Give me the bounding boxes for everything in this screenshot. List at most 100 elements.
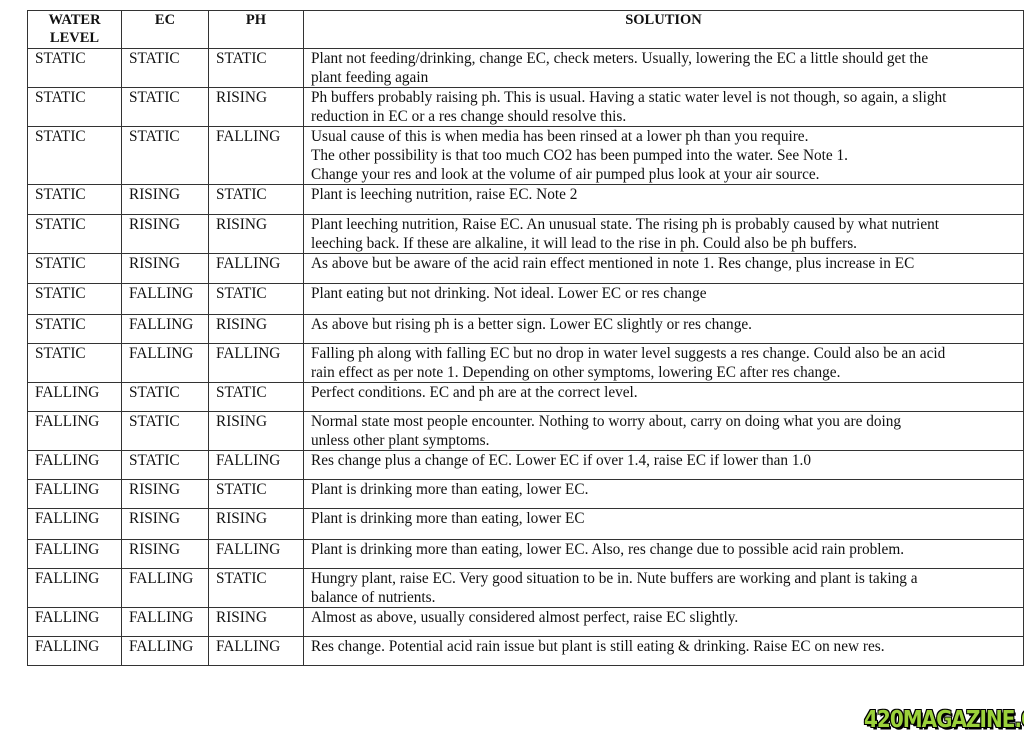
solution-line: Plant not feeding/drinking, change EC, c… [311, 50, 929, 67]
solution-line: Plant is drinking more than eating, lowe… [311, 481, 589, 498]
water-level-cell: FALLING [27, 450, 122, 480]
solution-line: Res change plus a change of EC. Lower EC… [311, 452, 811, 469]
solution-cell: As above but be aware of the acid rain e… [303, 253, 1024, 284]
solution-line: Plant eating but not drinking. Not ideal… [311, 285, 707, 302]
ph-cell: FALLING [208, 343, 304, 383]
ec-cell: FALLING [121, 607, 209, 637]
ec-cell: FALLING [121, 343, 209, 383]
solution-line: plant feeding again [311, 69, 429, 86]
table-row: FALLING FALLING STATIC Hungry plant, raise … [27, 568, 1024, 608]
table-row: STATIC RISING STATIC Plant is leeching nutr… [27, 184, 1024, 215]
water-level-cell: STATIC [27, 253, 122, 284]
water-level-cell: STATIC [27, 214, 122, 254]
water-level-cell: FALLING [27, 479, 122, 509]
water-level-cell: STATIC [27, 283, 122, 315]
solution-cell: Almost as above, usually considered almo… [303, 607, 1024, 637]
ph-cell: STATIC [208, 479, 304, 509]
solution-line: unless other plant symptoms. [311, 432, 490, 449]
solution-cell: Ph buffers probably raising ph. This is … [303, 87, 1024, 127]
ec-cell: RISING [121, 479, 209, 509]
solution-cell: Perfect conditions. EC and ph are at the… [303, 382, 1024, 412]
solution-line: Change your res and look at the volume o… [311, 166, 820, 183]
solution-line: Normal state most people encounter. Noth… [311, 413, 902, 430]
solution-line: Hungry plant, raise EC. Very good situat… [311, 570, 918, 587]
ec-cell: RISING [121, 508, 209, 540]
ec-cell: STATIC [121, 411, 209, 451]
ph-cell: RISING [208, 314, 304, 344]
table-row: STATIC FALLING FALLING Falling ph along wit… [27, 343, 1024, 383]
ph-cell: STATIC [208, 184, 304, 215]
solution-line: Falling ph along with falling EC but no … [311, 345, 946, 362]
solution-line: As above but rising ph is a better sign.… [311, 316, 752, 333]
table-row: FALLING FALLING RISING Almost as above, usu… [27, 607, 1024, 637]
solution-cell: As above but rising ph is a better sign.… [303, 314, 1024, 344]
water-level-cell: STATIC [27, 48, 122, 88]
table-row: STATIC STATIC FALLING Usual cause of this i… [27, 126, 1024, 185]
solution-cell: Plant is drinking more than eating, lowe… [303, 539, 1024, 569]
table-row: FALLING RISING STATIC Plant is drinking mor… [27, 479, 1024, 509]
ec-cell: STATIC [121, 382, 209, 412]
solution-cell: Hungry plant, raise EC. Very good situat… [303, 568, 1024, 608]
header-ec: EC [121, 10, 209, 49]
ec-cell: STATIC [121, 450, 209, 480]
ec-cell: FALLING [121, 283, 209, 315]
water-level-cell: FALLING [27, 411, 122, 451]
ph-cell: RISING [208, 87, 304, 127]
solution-cell: Plant not feeding/drinking, change EC, c… [303, 48, 1024, 88]
solution-cell: Falling ph along with falling EC but no … [303, 343, 1024, 383]
ph-cell: STATIC [208, 48, 304, 88]
troubleshooting-table: WATER LEVEL EC PH SOLUTION STATIC STATIC S… [27, 10, 1024, 666]
table-row: FALLING RISING FALLING Plant is drinking mo… [27, 539, 1024, 569]
water-level-cell: STATIC [27, 184, 122, 215]
ec-cell: RISING [121, 539, 209, 569]
table-row: STATIC RISING RISING Plant leeching nutriti… [27, 214, 1024, 254]
table-row: FALLING FALLING FALLING Res change. Potenti… [27, 636, 1024, 666]
water-level-cell: FALLING [27, 607, 122, 637]
water-level-cell: STATIC [27, 343, 122, 383]
solution-cell: Usual cause of this is when media has be… [303, 126, 1024, 185]
ph-cell: FALLING [208, 126, 304, 185]
solution-line: Plant is drinking more than eating, lowe… [311, 510, 585, 527]
water-level-cell: STATIC [27, 314, 122, 344]
solution-line: Plant leeching nutrition, Raise EC. An u… [311, 216, 940, 233]
solution-line: reduction in EC or a res change should r… [311, 108, 627, 125]
solution-line: rain effect as per note 1. Depending on … [311, 364, 841, 381]
table-row: STATIC RISING FALLING As above but be aware… [27, 253, 1024, 284]
ph-cell: FALLING [208, 253, 304, 284]
ec-cell: RISING [121, 253, 209, 284]
solution-cell: Plant is drinking more than eating, lowe… [303, 479, 1024, 509]
solution-line: Plant is drinking more than eating, lowe… [311, 541, 905, 558]
table-row: STATIC STATIC RISING Ph buffers probably ra… [27, 87, 1024, 127]
solution-line: Usual cause of this is when media has be… [311, 128, 809, 145]
solution-cell: Plant eating but not drinking. Not ideal… [303, 283, 1024, 315]
header-ph: PH [208, 10, 304, 49]
ec-cell: STATIC [121, 126, 209, 185]
solution-cell: Plant is leeching nutrition, raise EC. N… [303, 184, 1024, 215]
ph-cell: RISING [208, 607, 304, 637]
solution-line: balance of nutrients. [311, 589, 436, 606]
solution-line: The other possibility is that too much C… [311, 147, 848, 164]
ec-cell: FALLING [121, 314, 209, 344]
solution-line: Perfect conditions. EC and ph are at the… [311, 384, 638, 401]
solution-line: Plant is leeching nutrition, raise EC. N… [311, 186, 578, 203]
water-level-cell: FALLING [27, 382, 122, 412]
table-row: FALLING RISING RISING Plant is drinking mor… [27, 508, 1024, 540]
solution-cell: Res change. Potential acid rain issue bu… [303, 636, 1024, 666]
watermark-logo: 420MAGAZINE.COM [864, 705, 1024, 733]
solution-cell: Plant is drinking more than eating, lowe… [303, 508, 1024, 540]
ec-cell: STATIC [121, 48, 209, 88]
ph-cell: RISING [208, 214, 304, 254]
water-level-cell: FALLING [27, 539, 122, 569]
solution-line: leeching back. If these are alkaline, it… [311, 235, 857, 252]
water-level-cell: FALLING [27, 568, 122, 608]
ph-cell: STATIC [208, 283, 304, 315]
header-solution: SOLUTION [303, 10, 1024, 49]
header-water-level: WATER LEVEL [27, 10, 122, 49]
ec-cell: FALLING [121, 568, 209, 608]
ec-cell: RISING [121, 184, 209, 215]
table-row: FALLING STATIC FALLING Res change plus a ch… [27, 450, 1024, 480]
solution-cell: Plant leeching nutrition, Raise EC. An u… [303, 214, 1024, 254]
ph-cell: FALLING [208, 539, 304, 569]
water-level-cell: FALLING [27, 636, 122, 666]
solution-cell: Normal state most people encounter. Noth… [303, 411, 1024, 451]
